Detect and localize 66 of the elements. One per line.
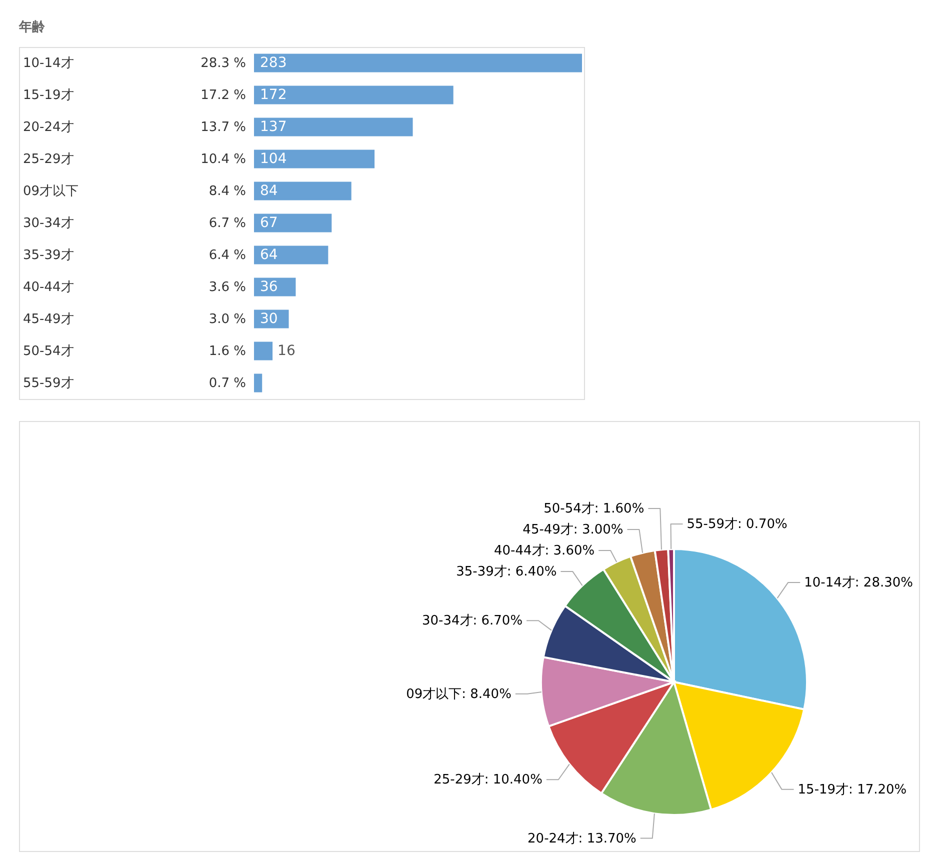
y-tick-label: 10-14才 bbox=[23, 56, 74, 71]
slice-label: 35-39才 bbox=[456, 564, 507, 580]
data-label: 172 bbox=[260, 87, 287, 103]
data-label: : 1.60% bbox=[594, 502, 644, 517]
bar bbox=[254, 54, 582, 72]
data-label: 137 bbox=[260, 119, 287, 135]
slice-label: 20-24才 bbox=[528, 831, 578, 846]
y-tick-label: 45-49才 bbox=[23, 312, 74, 327]
data-label: : 10.40% bbox=[484, 772, 542, 788]
text: 3.0 % bbox=[208, 312, 246, 327]
data-label: 67 bbox=[260, 215, 278, 231]
y-tick-label: 35-39才 bbox=[23, 248, 74, 263]
slice-label: 25-29才 bbox=[434, 772, 484, 788]
data-label: 104 bbox=[260, 151, 287, 167]
data-label: 16 bbox=[278, 343, 296, 359]
bar bbox=[254, 278, 296, 296]
data-label: : 6.40% bbox=[506, 564, 557, 580]
y-tick-label: 09才以下 bbox=[23, 184, 79, 199]
data-label: : 17.20% bbox=[848, 782, 907, 798]
bar bbox=[254, 86, 454, 104]
bar bbox=[254, 246, 328, 264]
slice-label: 50-54才 bbox=[544, 502, 594, 517]
text: 13.7 % bbox=[200, 120, 246, 135]
slice-label: 40-44才 bbox=[494, 544, 545, 559]
text: 年齢 bbox=[18, 20, 46, 35]
slice-label: 45-49才 bbox=[522, 522, 574, 538]
slice-label: 30-34才 bbox=[422, 614, 473, 629]
y-tick-label: 40-44才 bbox=[23, 280, 74, 295]
data-label: : 0.70% bbox=[738, 517, 788, 532]
data-label: 283 bbox=[260, 55, 287, 71]
y-tick-label: 25-29才 bbox=[23, 152, 74, 167]
data-label: : 3.00% bbox=[573, 522, 624, 538]
data-label: : 6.70% bbox=[472, 614, 523, 629]
bar bbox=[254, 342, 273, 360]
bar bbox=[254, 182, 352, 200]
data-label: : 3.60% bbox=[544, 544, 595, 559]
slice-label: 15-19才 bbox=[798, 782, 849, 798]
text: 1.6 % bbox=[208, 344, 246, 359]
y-tick-label: 20-24才 bbox=[23, 120, 74, 135]
bar bbox=[254, 214, 332, 232]
text: 8.4 % bbox=[208, 184, 246, 199]
text: 10.4 % bbox=[200, 152, 246, 167]
data-label: 84 bbox=[260, 183, 278, 199]
text: 6.7 % bbox=[208, 216, 246, 231]
bar bbox=[254, 118, 413, 136]
text: 6.4 % bbox=[208, 248, 246, 263]
data-label: : 28.30% bbox=[854, 575, 913, 590]
data-label: 30 bbox=[260, 311, 278, 327]
y-tick-label: 50-54才 bbox=[23, 344, 74, 359]
slice-label: 10-14才 bbox=[804, 575, 855, 590]
bar bbox=[254, 374, 262, 392]
text: 28.3 % bbox=[200, 56, 246, 71]
y-tick-label: 55-59才 bbox=[23, 376, 74, 391]
bar bbox=[254, 310, 289, 328]
data-label: : 8.40% bbox=[462, 686, 512, 702]
data-label: 36 bbox=[260, 279, 278, 295]
slice-label: 09才以下 bbox=[406, 686, 462, 702]
data-label: : 13.70% bbox=[578, 831, 636, 846]
slice-label: 55-59才 bbox=[686, 517, 738, 532]
data-label: 64 bbox=[260, 247, 278, 263]
y-tick-label: 30-34才 bbox=[23, 216, 74, 231]
bar bbox=[254, 150, 375, 168]
text: 17.2 % bbox=[200, 88, 246, 103]
text: 0.7 % bbox=[208, 376, 246, 391]
text: 3.6 % bbox=[208, 280, 246, 295]
y-tick-label: 15-19才 bbox=[23, 88, 74, 103]
